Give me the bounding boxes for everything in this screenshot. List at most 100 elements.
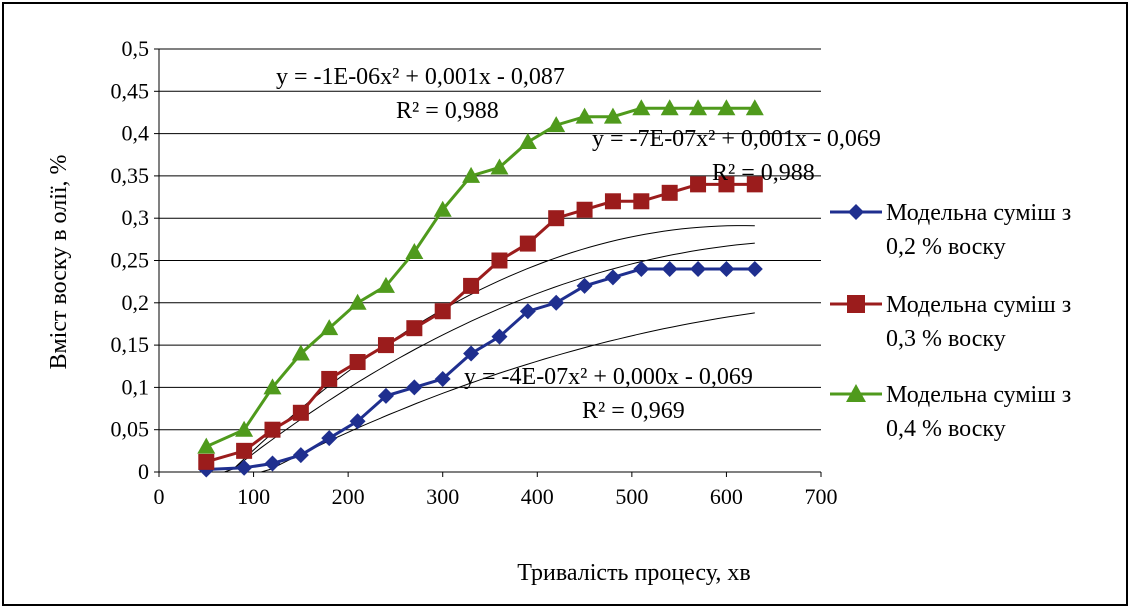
legend-marker-diamond <box>848 204 864 220</box>
x-tick-label: 400 <box>521 484 554 509</box>
legend-marker-triangle <box>846 384 866 402</box>
data-point-square <box>377 337 394 354</box>
trend-equation-0-2: y = -4E-07x² + 0,000x - 0,069 <box>464 364 753 390</box>
chart-svg: 0 0,05 0,1 0,15 0,2 0,25 0,3 0,35 0,4 0,45 0,5 0 100… <box>46 36 1071 586</box>
data-point-square <box>463 277 480 294</box>
data-point-diamond <box>690 260 707 277</box>
trendline-series-1 <box>206 242 755 473</box>
data-point-diamond <box>349 413 366 430</box>
data-point-diamond <box>463 345 480 362</box>
data-point-triangle <box>603 107 622 124</box>
data-point-square <box>604 193 621 210</box>
trend-equation-0-3: y = -7E-07x² + 0,001x - 0,069 <box>592 126 881 152</box>
data-series <box>197 99 764 478</box>
data-point-triangle <box>575 107 594 124</box>
legend-label-0-4-line1: Модельна суміш з <box>886 382 1071 408</box>
data-point-triangle <box>547 116 566 133</box>
data-point-square <box>718 176 735 193</box>
trend-r2-0-4: R² = 0,988 <box>396 98 499 124</box>
data-point-triangle <box>689 99 708 116</box>
y-tick-label: 0,15 <box>111 332 150 357</box>
data-point-diamond <box>292 447 309 464</box>
data-point-square <box>264 421 281 438</box>
data-point-diamond <box>434 370 451 387</box>
data-point-square <box>292 404 309 421</box>
data-point-square <box>236 442 253 459</box>
data-point-square <box>519 235 536 252</box>
data-point-diamond <box>519 303 536 320</box>
trend-r2-0-3: R² = 0,988 <box>712 160 815 186</box>
legend-label-0-3-line1: Модельна суміш з <box>886 292 1071 318</box>
y-tick-label: 0,3 <box>122 205 150 230</box>
y-tick-label: 0,1 <box>122 374 150 399</box>
data-point-diamond <box>718 260 735 277</box>
axes: 0 0,05 0,1 0,15 0,2 0,25 0,3 0,35 0,4 0,45 0,5 0 100… <box>111 36 838 509</box>
data-point-square <box>633 193 650 210</box>
data-point-diamond <box>264 455 281 472</box>
data-point-diamond <box>377 387 394 404</box>
data-point-diamond <box>576 277 593 294</box>
legend: Модельна суміш з 0,2 % воску Модельна су… <box>830 200 1071 442</box>
trend-equation-0-4: y = -1E-06x² + 0,001x - 0,087 <box>276 64 565 90</box>
data-point-triangle <box>433 200 452 217</box>
x-axis-title: Тривалість процесу, хв <box>517 560 750 586</box>
data-point-square <box>690 176 707 193</box>
legend-item-0-4: Модельна суміш з 0,4 % воску <box>830 382 1071 442</box>
data-point-triangle <box>632 99 651 116</box>
trend-r2-0-2: R² = 0,969 <box>582 398 685 424</box>
data-point-square <box>321 370 338 387</box>
data-point-triangle <box>490 158 509 175</box>
x-tick-label: 0 <box>154 484 165 509</box>
data-point-triangle <box>660 99 679 116</box>
y-tick-label: 0,2 <box>122 290 150 315</box>
y-tick-label: 0,35 <box>111 163 150 188</box>
data-point-square <box>576 201 593 218</box>
data-point-square <box>491 252 508 269</box>
y-tick-label: 0,05 <box>111 417 150 442</box>
x-tick-label: 200 <box>332 484 365 509</box>
data-point-square <box>434 303 451 320</box>
data-point-diamond <box>236 459 253 476</box>
y-tick-label: 0 <box>138 459 149 484</box>
data-point-square <box>661 184 678 201</box>
legend-item-0-3: Модельна суміш з 0,3 % воску <box>830 292 1071 352</box>
data-point-square <box>198 453 215 470</box>
legend-label-0-2-line2: 0,2 % воску <box>886 234 1006 260</box>
data-point-diamond <box>661 260 678 277</box>
data-point-triangle <box>518 133 537 150</box>
y-axis-title: Вміст воску в олії, % <box>46 154 72 369</box>
data-point-triangle <box>348 293 367 310</box>
x-tick-label: 100 <box>237 484 270 509</box>
data-point-square <box>406 320 423 337</box>
x-tick-label: 700 <box>805 484 838 509</box>
data-point-triangle <box>197 437 216 454</box>
x-tick-label: 500 <box>615 484 648 509</box>
data-point-square <box>349 354 366 371</box>
data-point-diamond <box>633 260 650 277</box>
y-tick-label: 0,4 <box>122 121 150 146</box>
trendline-series-0 <box>206 312 755 473</box>
data-point-diamond <box>321 430 338 447</box>
legend-label-0-3-line2: 0,3 % воску <box>886 326 1006 352</box>
data-point-triangle <box>291 344 310 361</box>
legend-marker-square <box>847 295 865 313</box>
data-point-square <box>548 210 565 227</box>
data-point-triangle <box>376 276 395 293</box>
data-point-triangle <box>717 99 736 116</box>
data-point-diamond <box>406 379 423 396</box>
y-tick-label: 0,45 <box>111 78 150 103</box>
y-tick-label: 0,5 <box>122 36 150 61</box>
data-point-triangle <box>405 243 424 260</box>
y-tick-label: 0,25 <box>111 248 150 273</box>
data-point-triangle <box>235 420 254 437</box>
data-point-triangle <box>263 378 282 395</box>
x-tick-label: 600 <box>710 484 743 509</box>
data-point-triangle <box>745 99 764 116</box>
legend-item-0-2: Модельна суміш з 0,2 % воску <box>830 200 1071 260</box>
data-point-diamond <box>548 294 565 311</box>
data-point-diamond <box>604 269 621 286</box>
data-point-diamond <box>746 260 763 277</box>
legend-label-0-4-line2: 0,4 % воску <box>886 416 1006 442</box>
legend-label-0-2-line1: Модельна суміш з <box>886 200 1071 226</box>
